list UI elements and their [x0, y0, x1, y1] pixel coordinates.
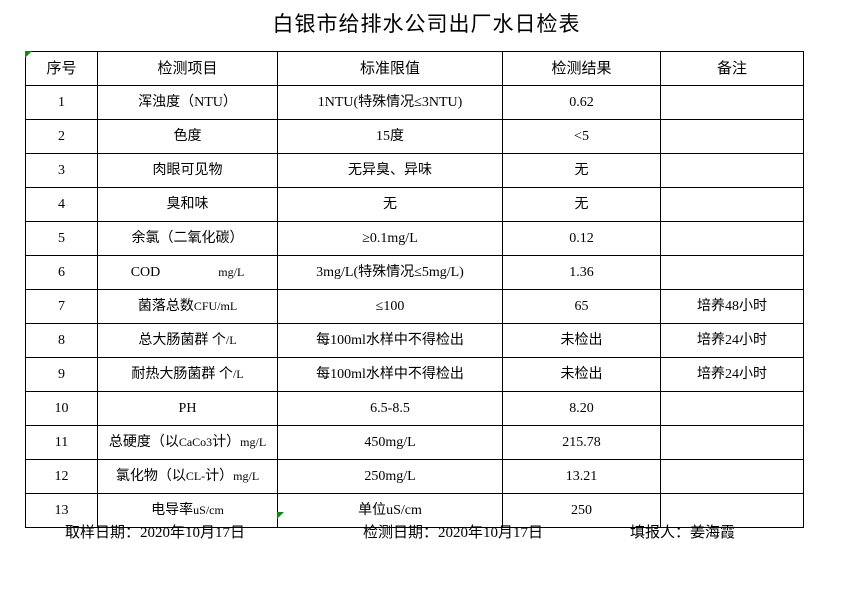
cell-index: 4: [25, 187, 98, 222]
cell-result: 1.36: [502, 255, 661, 290]
cell-limit: ≥0.1mg/L: [277, 221, 503, 256]
footer: 取样日期：2020年10月17日 检测日期：2020年10月17日 填报人：姜海…: [25, 518, 815, 548]
cell-result: 65: [502, 289, 661, 324]
cell-note: [660, 153, 804, 188]
cell-index: 10: [25, 391, 98, 426]
cell-result: 8.20: [502, 391, 661, 426]
cell-index: 2: [25, 119, 98, 154]
cell-limit: 3mg/L(特殊情况≤5mg/L): [277, 255, 503, 290]
cell-note: [660, 493, 804, 528]
table-row: 6 COD mg/L 3mg/L(特殊情况≤5mg/L) 1.36: [25, 255, 804, 290]
cell-item: 菌落总数CFU/mL: [97, 289, 278, 324]
table-row: 7 菌落总数CFU/mL ≤100 65 培养48小时: [25, 289, 804, 324]
table-header-row: 序号 检测项目 标准限值 检测结果 备注: [25, 51, 804, 86]
cell-limit: 6.5-8.5: [277, 391, 503, 426]
table-row: 1 浑浊度（NTU） 1NTU(特殊情况≤3NTU) 0.62: [25, 85, 804, 120]
cell-note: [660, 425, 804, 460]
cell-result: 0.62: [502, 85, 661, 120]
cell-index: 3: [25, 153, 98, 188]
cell-comment-marker-icon: [277, 512, 284, 519]
testing-date: 检测日期：2020年10月17日: [363, 525, 544, 541]
cell-result: 215.78: [502, 425, 661, 460]
cell-result: 无: [502, 153, 661, 188]
cell-note: [660, 221, 804, 256]
cell-note: 培养48小时: [660, 289, 804, 324]
cell-limit: 450mg/L: [277, 425, 503, 460]
cell-item: 总大肠菌群 个/L: [97, 323, 278, 358]
table-row: 10 PH 6.5-8.5 8.20: [25, 391, 804, 426]
cell-item: 耐热大肠菌群 个/L: [97, 357, 278, 392]
cell-limit: 每100ml水样中不得检出: [277, 323, 503, 358]
column-header-result: 检测结果: [502, 51, 661, 86]
cell-note: [660, 187, 804, 222]
cell-result: 0.12: [502, 221, 661, 256]
page-title: 白银市给排水公司出厂水日检表: [272, 12, 581, 36]
cell-result: 13.21: [502, 459, 661, 494]
cell-result: 无: [502, 187, 661, 222]
cell-index: 5: [25, 221, 98, 256]
cell-item: 肉眼可见物: [97, 153, 278, 188]
table-row: 4 臭和味无无: [25, 187, 804, 222]
cell-item: 浑浊度（NTU）: [97, 85, 278, 120]
reporter: 填报人：姜海霞: [630, 525, 736, 541]
cell-note: [660, 85, 804, 120]
cell-result: <5: [502, 119, 661, 154]
cell-item: 臭和味: [97, 187, 278, 222]
table-body: 1 浑浊度（NTU） 1NTU(特殊情况≤3NTU) 0.62 2 色度 15度 <5 3 肉眼可…: [25, 85, 804, 528]
cell-limit: 250mg/L: [277, 459, 503, 494]
cell-note: 培养24小时: [660, 323, 804, 358]
table-row: 12 氯化物（以CL-计）mg/L 250mg/L 13.21: [25, 459, 804, 494]
cell-item: 总硬度（以CaCo3计）mg/L: [97, 425, 278, 460]
column-header-item: 检测项目: [97, 51, 278, 86]
cell-limit: 单位uS/cm: [277, 493, 503, 528]
cell-item: PH: [97, 391, 278, 426]
cell-index: 9: [25, 357, 98, 392]
column-header-note: 备注: [660, 51, 804, 86]
water-test-table-wrap: 序号 检测项目 标准限值 检测结果 备注 1 浑浊度（NTU） 1NTU(特殊情况≤…: [25, 51, 804, 528]
table-row: 2 色度 15度 <5: [25, 119, 804, 154]
cell-limit: 每100ml水样中不得检出: [277, 357, 503, 392]
cell-item: 电导率uS/cm: [97, 493, 278, 528]
cell-comment-marker-icon: [25, 51, 32, 58]
cell-limit: 1NTU(特殊情况≤3NTU): [277, 85, 503, 120]
cell-item: COD mg/L: [97, 255, 278, 290]
cell-index: 7: [25, 289, 98, 324]
cell-index: 6: [25, 255, 98, 290]
cell-item: 色度: [97, 119, 278, 154]
table-row: 13 电导率uS/cm 单位uS/cm 250: [25, 493, 804, 528]
cell-result: 未检出: [502, 323, 661, 358]
cell-limit: 15度: [277, 119, 503, 154]
table-row: 3 肉眼可见物 无异臭、异味无: [25, 153, 804, 188]
cell-limit: 无: [277, 187, 503, 222]
cell-result: 250: [502, 493, 661, 528]
cell-index: 12: [25, 459, 98, 494]
cell-index: 11: [25, 425, 98, 460]
cell-note: 培养24小时: [660, 357, 804, 392]
cell-note: [660, 255, 804, 290]
column-header-index: 序号: [25, 51, 98, 86]
cell-index: 1: [25, 85, 98, 120]
sampling-date: 取样日期：2020年10月17日: [65, 525, 246, 541]
table-row: 8 总大肠菌群 个/L 每100ml水样中不得检出 未检出 培养24小时: [25, 323, 804, 358]
cell-item: 余氯（二氧化碳）: [97, 221, 278, 256]
cell-index: 8: [25, 323, 98, 358]
table-row: 9 耐热大肠菌群 个/L 每100ml水样中不得检出 未检出 培养24小时: [25, 357, 804, 392]
cell-result: 未检出: [502, 357, 661, 392]
cell-item: 氯化物（以CL-计）mg/L: [97, 459, 278, 494]
cell-note: [660, 391, 804, 426]
cell-limit: 无异臭、异味: [277, 153, 503, 188]
column-header-limit: 标准限值: [277, 51, 503, 86]
cell-note: [660, 459, 804, 494]
cell-note: [660, 119, 804, 154]
cell-index: 13: [25, 493, 98, 528]
table-row: 5 余氯（二氧化碳） ≥0.1mg/L 0.12: [25, 221, 804, 256]
water-test-table: 序号 检测项目 标准限值 检测结果 备注 1 浑浊度（NTU） 1NTU(特殊情况≤…: [25, 51, 804, 528]
table-row: 11 总硬度（以CaCo3计）mg/L 450mg/L 215.78: [25, 425, 804, 460]
cell-limit: ≤100: [277, 289, 503, 324]
